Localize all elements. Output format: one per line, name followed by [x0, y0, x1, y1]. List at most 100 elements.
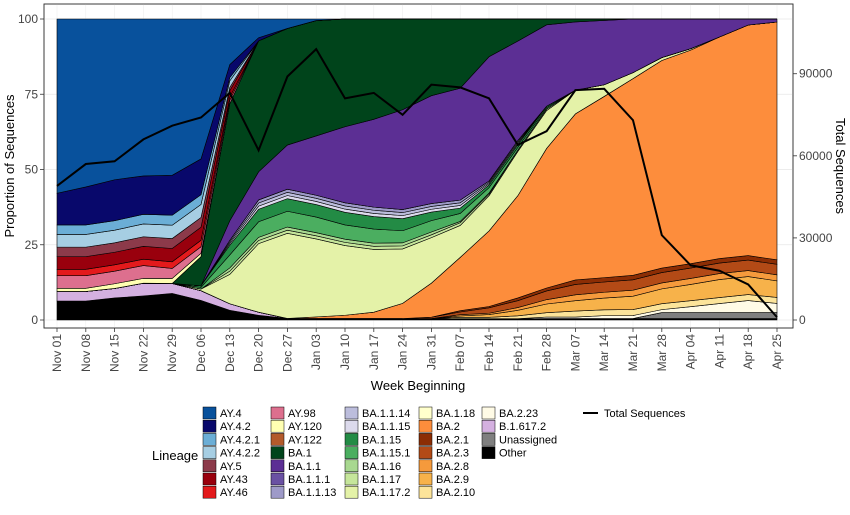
legend-label-other: Other: [499, 448, 527, 460]
x-tick-label-14: Feb 07: [453, 334, 467, 372]
legend-label-ba-2-23: BA.2.23: [499, 408, 538, 420]
legend-label-unassigned: Unassigned: [499, 434, 557, 446]
legend-swatch-ba-2-3: [418, 446, 433, 459]
legend-swatch-ay-43: [202, 472, 217, 486]
x-tick-label-1: Nov 08: [79, 334, 93, 372]
x-tick-label-20: Mar 21: [626, 334, 640, 372]
legend-label-ba-1-15-1: BA.1.15.1: [362, 448, 410, 460]
x-tick-label-18: Mar 07: [568, 334, 582, 372]
legend-swatch-ba-1-1: [270, 459, 285, 473]
legend-swatch-ay-4-2: [202, 419, 217, 433]
legend-title: Lineage: [152, 448, 198, 463]
legend-swatch-ba-2-1: [418, 433, 433, 446]
x-tick-label-4: Nov 29: [165, 334, 179, 372]
legend-label-ba-1: BA.1: [288, 448, 312, 460]
y-left-axis: 0 25 50 75 100: [18, 12, 44, 327]
x-axis-label: Week Beginning: [371, 378, 465, 393]
legend-swatch-ba-1-1-1: [270, 472, 285, 486]
y-tick-label-3: 75: [25, 87, 39, 101]
x-tick-label-12: Jan 24: [396, 334, 410, 370]
y-axis-label: Proportion of Sequences: [2, 94, 17, 238]
legend-label-ba-1-16: BA.1.16: [362, 461, 401, 473]
legend-label-ba-1-1: BA.1.1: [288, 461, 321, 473]
legend-swatch-ba-1-1-15: [344, 419, 359, 433]
legend-swatch-ba-1-18: [418, 406, 433, 420]
x-tick-label-21: Mar 28: [655, 334, 669, 372]
legend-label-ba-1-17-2: BA.1.17.2: [362, 487, 410, 499]
legend-label-ay-4: AY.4: [220, 408, 242, 420]
legend-label-ba-2-9: BA.2.9: [436, 474, 469, 486]
legend-swatch-ay-4-2-2: [202, 446, 217, 459]
x-tick-label-24: Apr 18: [741, 334, 755, 370]
legend-label-ay-43: AY.43: [220, 474, 248, 486]
x-axis: Nov 01 Nov 08 Nov 15 Nov 22 Nov 29 Dec 06 Dec …: [50, 328, 784, 372]
legend-label-ay-46: AY.46: [220, 487, 248, 499]
x-tick-label-19: Mar 14: [597, 334, 611, 372]
x-tick-label-11: Jan 17: [367, 334, 381, 370]
legend-swatch-ba-1-15: [344, 433, 359, 446]
y2-axis-label: Total Sequences: [833, 118, 848, 215]
y-tick-label-0: 0: [31, 313, 38, 327]
legend-swatch-other: [481, 446, 496, 459]
legend-label-ba-2-10: BA.2.10: [436, 487, 475, 499]
x-tick-label-13: Jan 31: [424, 334, 438, 370]
legend-swatch-ba-1-1-13: [270, 485, 285, 499]
legend-swatch-ay-120: [270, 419, 285, 433]
legend-swatch-ay-4-2-1: [202, 433, 217, 446]
legend-label-ay-122: AY.122: [288, 434, 322, 446]
legend-swatch-ba-2-9: [418, 472, 433, 486]
legend-swatch-ba-1-17-2: [344, 485, 359, 499]
legend-label-b-1-617-2: B.1.617.2: [499, 421, 546, 433]
y2-tick-label-0: 0: [799, 313, 806, 327]
y-tick-label-4: 100: [18, 12, 38, 26]
legend-label-ba-2-3: BA.2.3: [436, 448, 469, 460]
legend-label-ba-1-1-14: BA.1.1.14: [362, 408, 410, 420]
y2-tick-label-2: 60000: [799, 149, 833, 163]
x-tick-label-25: Apr 25: [770, 334, 784, 370]
area-ay-4: [56, 18, 777, 194]
legend-swatch-ba-1: [270, 446, 285, 459]
legend-swatch-ay-4: [202, 406, 217, 420]
legend-swatch-ba-1-17: [344, 472, 359, 486]
legend-label-ba-1-17: BA.1.17: [362, 474, 401, 486]
x-tick-label-7: Dec 20: [252, 334, 266, 372]
y-tick-label-1: 25: [25, 238, 39, 252]
legend-label-ay-4-2-1: AY.4.2.1: [220, 434, 260, 446]
x-tick-label-16: Feb 21: [511, 334, 525, 372]
plot-border: [43, 3, 794, 329]
legend: Lineage AY.4AY.4.2AY.4.2.1AY.4.2.2AY.5AY…: [152, 406, 686, 499]
legend-label-ba-1-1-13: BA.1.1.13: [288, 487, 336, 499]
x-tick-label-15: Feb 14: [482, 334, 496, 372]
total-sequences-line: [56, 47, 778, 318]
x-tick-label-6: Dec 13: [223, 334, 237, 372]
x-tick-label-2: Nov 15: [108, 334, 122, 372]
legend-swatch-ba-2-8: [418, 459, 433, 473]
legend-total-label: Total Sequences: [604, 408, 686, 420]
x-tick-label-0: Nov 01: [50, 334, 64, 372]
legend-label-ba-2-1: BA.2.1: [436, 434, 469, 446]
y-tick-label-2: 50: [25, 163, 39, 177]
legend-label-ay-120: AY.120: [288, 421, 322, 433]
y2-tick-label-1: 30000: [799, 231, 833, 245]
area-layers: [56, 18, 778, 321]
legend-swatch-ba-2-23: [481, 406, 496, 420]
x-tick-label-10: Jan 10: [338, 334, 352, 370]
legend-label-ay-4-2: AY.4.2: [220, 421, 251, 433]
x-tick-label-23: Apr 11: [712, 334, 726, 369]
x-tick-label-8: Dec 27: [280, 334, 294, 372]
x-tick-label-3: Nov 22: [136, 334, 150, 372]
legend-swatch-ba-1-1-14: [344, 406, 359, 420]
legend-label-ba-2: BA.2: [436, 421, 460, 433]
legend-swatch-b-1-617-2: [481, 419, 496, 433]
legend-label-ba-1-18: BA.1.18: [436, 408, 475, 420]
legend-label-ba-1-1-1: BA.1.1.1: [288, 474, 330, 486]
legend-swatch-ba-1-15-1: [344, 446, 359, 459]
y-right-axis: 0 30000 60000 90000: [793, 67, 833, 327]
legend-swatch-ay-98: [270, 406, 285, 420]
legend-label-ay-4-2-2: AY.4.2.2: [220, 448, 260, 460]
y2-tick-label-3: 90000: [799, 67, 833, 81]
x-tick-label-9: Jan 03: [309, 334, 323, 370]
legend-swatch-ba-2: [418, 419, 433, 433]
